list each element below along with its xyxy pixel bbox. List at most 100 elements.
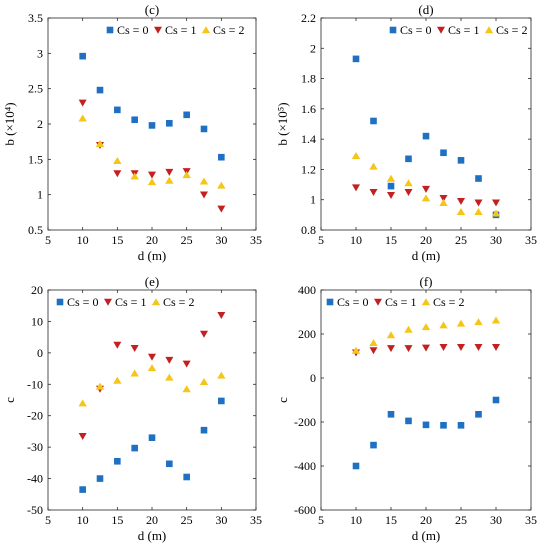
y-tick-label: 1.4 (301, 132, 316, 146)
legend-label-cs2: Cs = 2 (433, 295, 464, 309)
data-point-cs2 (199, 177, 209, 185)
y-tick-label: 2 (310, 41, 316, 55)
x-tick-label: 5 (45, 513, 51, 527)
data-point-cs0 (370, 117, 377, 125)
data-point-cs1 (457, 198, 465, 206)
data-point-cs2 (439, 321, 448, 329)
data-point-cs2 (78, 114, 87, 122)
data-point-cs2 (199, 377, 209, 385)
data-point-cs0 (405, 417, 412, 425)
data-point-cs1 (217, 205, 226, 213)
data-point-cs2 (456, 319, 466, 327)
x-tick-label: 25 (181, 233, 193, 247)
data-point-cs2 (351, 152, 361, 159)
legend-label-cs1: Cs = 1 (448, 23, 479, 37)
data-point-cs1 (113, 341, 122, 349)
data-point-cs2 (130, 369, 139, 377)
data-point-cs2 (404, 325, 413, 333)
data-point-cs0 (148, 434, 156, 442)
x-axis-label: d (m) (412, 248, 441, 263)
data-point-cs1 (217, 311, 226, 319)
data-point-cs0 (183, 111, 190, 119)
legend-marker-cs1 (437, 26, 445, 34)
data-point-cs1 (130, 344, 139, 352)
y-tick-label: -10 (27, 377, 43, 391)
legend-marker-cs1 (374, 298, 382, 306)
y-tick-label: 10 (31, 314, 43, 328)
y-tick-label: -40 (27, 472, 43, 486)
x-tick-label: 35 (525, 513, 537, 527)
legend-label-cs1: Cs = 1 (385, 295, 416, 309)
series-cs2 (351, 152, 501, 217)
y-tick-label: -50 (27, 503, 43, 517)
panel-d: 5 10 15 20 25 30 35 0.8 1 1.2 1.4 1.6 1.8 2 2.2 (d) d (m… (275, 2, 537, 263)
x-tick-label: 25 (455, 233, 467, 247)
series-cs2 (351, 316, 501, 354)
data-point-cs0 (166, 460, 173, 468)
data-point-cs2 (439, 198, 448, 206)
x-tick-label: 20 (420, 513, 432, 527)
data-point-cs2 (474, 318, 483, 326)
data-point-cs1 (457, 344, 465, 351)
y-tick-label: 1 (37, 188, 43, 202)
data-point-cs2 (95, 382, 105, 390)
y-tick-label: 2 (37, 117, 43, 131)
data-point-cs0 (422, 132, 430, 140)
data-point-cs0 (218, 397, 225, 405)
y-tick-label: 0.5 (28, 223, 43, 237)
x-tick-label: 15 (111, 233, 123, 247)
series-cs2 (78, 364, 226, 407)
y-tick-label: 3.5 (28, 11, 43, 25)
data-point-cs2 (369, 339, 378, 346)
legend-marker-cs0 (56, 298, 64, 306)
data-point-cs2 (147, 364, 157, 372)
data-point-cs2 (474, 208, 483, 216)
data-point-cs2 (147, 178, 157, 186)
y-axis-label: c (2, 397, 17, 403)
x-tick-label: 35 (525, 233, 537, 247)
series-cs2 (78, 114, 226, 189)
x-tick-label: 30 (490, 513, 502, 527)
legend-label-cs2: Cs = 2 (213, 23, 244, 37)
series-cs1 (352, 184, 500, 207)
legend-label-cs0: Cs = 0 (400, 23, 431, 37)
data-point-cs2 (386, 174, 396, 182)
legend: Cs = 0 Cs = 1 Cs = 2 (56, 295, 194, 309)
x-tick-label: 5 (318, 513, 324, 527)
legend-marker-cs2 (151, 298, 161, 306)
data-point-cs2 (491, 316, 501, 324)
y-tick-label: 3 (37, 46, 43, 60)
data-point-cs2 (165, 176, 174, 184)
data-point-cs0 (96, 86, 104, 94)
data-point-cs0 (475, 411, 482, 418)
y-tick-label: 1.2 (301, 162, 316, 176)
data-point-cs1 (474, 344, 483, 351)
data-point-cs2 (217, 371, 226, 379)
y-tick-label: -600 (294, 503, 316, 517)
y-tick-label: 0 (310, 371, 316, 385)
data-point-cs1 (200, 330, 208, 338)
data-point-cs0 (457, 157, 465, 164)
series-cs0 (352, 396, 500, 470)
data-point-cs1 (404, 345, 413, 353)
x-tick-label: 5 (45, 233, 51, 247)
panel-f: 5 10 15 20 25 30 35 -600 -400 -200 0 200 400 (f) d (m)… (275, 274, 537, 543)
data-point-cs1 (404, 188, 413, 196)
data-point-cs1 (387, 345, 395, 353)
legend-marker-cs2 (421, 298, 431, 306)
data-point-cs0 (405, 155, 412, 163)
legend-label-cs0: Cs = 0 (337, 295, 368, 309)
data-point-cs0 (114, 457, 121, 465)
series-cs1 (78, 99, 226, 213)
data-point-cs1 (474, 199, 483, 207)
chart-title: (e) (145, 274, 159, 289)
data-point-cs2 (95, 139, 105, 147)
data-point-cs0 (183, 473, 190, 481)
data-point-cs0 (79, 52, 86, 60)
legend: Cs = 0 Cs = 1 Cs = 2 (106, 23, 244, 37)
x-tick-label: 20 (146, 513, 158, 527)
legend-label-cs0: Cs = 0 (117, 23, 148, 37)
plot-area-frame (47, 289, 257, 511)
data-point-cs1 (113, 170, 122, 178)
data-point-cs2 (404, 179, 413, 187)
